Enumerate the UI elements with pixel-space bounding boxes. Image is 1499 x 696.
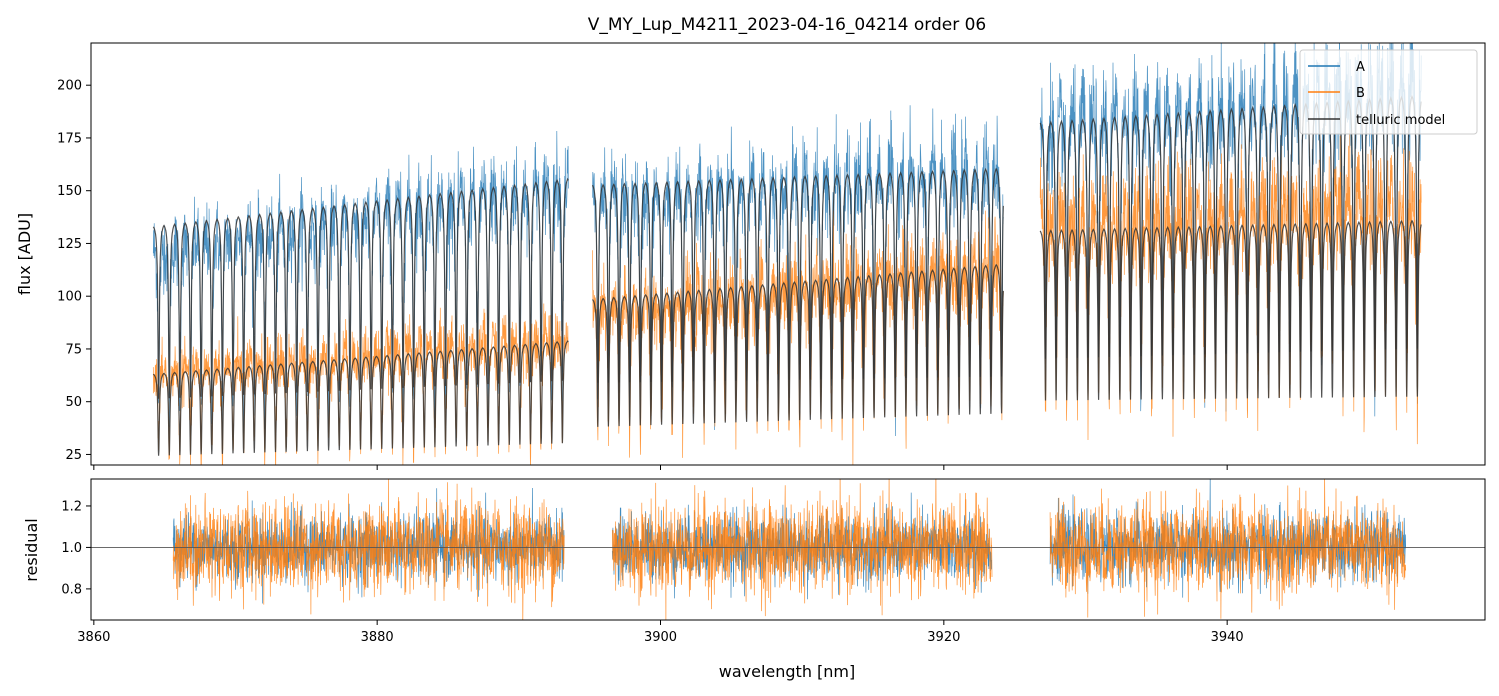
y-tick-label: 1.0 xyxy=(61,541,82,556)
y-tick-label: 125 xyxy=(57,237,82,252)
telluric-model-a-segment-0 xyxy=(152,177,569,399)
y-tick-label: 150 xyxy=(57,184,82,199)
telluric-model-b-segment-2 xyxy=(1039,219,1422,401)
x-tick-label: 3920 xyxy=(927,630,960,645)
flux-panel: 25 50 75 100 125 150 175 200 flux [ADU] A B tel… xyxy=(15,42,1486,470)
x-axis-label: wavelength [nm] xyxy=(719,662,856,681)
x-tick-label: 3880 xyxy=(361,630,394,645)
y-tick-label: 0.8 xyxy=(61,582,82,597)
residual-y-axis-label: residual xyxy=(22,518,41,581)
telluric-model-a-segment-1 xyxy=(591,167,1004,383)
residual-axes-frame xyxy=(90,478,1486,621)
chart-title: V_MY_Lup_M4211_2023-04-16_04214 order 06 xyxy=(588,15,987,35)
residual-b-segment-1 xyxy=(611,479,993,620)
residual-b-segment-0 xyxy=(172,479,565,620)
y-tick-label: 75 xyxy=(65,342,82,357)
x-tick-label: 3900 xyxy=(644,630,677,645)
telluric-model-b-segment-1 xyxy=(592,263,1004,427)
flux-y-axis-label: flux [ADU] xyxy=(15,213,34,295)
legend: A B telluric model xyxy=(1299,49,1478,135)
residual-b-segment-2 xyxy=(1049,479,1407,619)
y-tick-label: 200 xyxy=(57,79,82,94)
legend-label-a: A xyxy=(1356,60,1365,75)
flux-axes-frame xyxy=(90,42,1486,466)
y-tick-label: 175 xyxy=(57,131,82,146)
residual-panel: 0.81.01.2 3860 3880 3900 3920 3940 residual … xyxy=(22,478,1486,681)
y-tick-label: 100 xyxy=(57,290,82,305)
y-tick-label: 1.2 xyxy=(61,499,82,514)
legend-box xyxy=(1299,49,1478,135)
series-b-segment-2 xyxy=(1039,129,1422,445)
x-tick-label: 3940 xyxy=(1211,630,1244,645)
y-tick-label: 25 xyxy=(65,448,82,463)
legend-label-b: B xyxy=(1356,86,1365,101)
y-tick-label: 50 xyxy=(65,395,82,410)
x-tick-label: 3860 xyxy=(77,630,110,645)
legend-label-telluric-model: telluric model xyxy=(1356,113,1445,128)
series-a-segment-0 xyxy=(152,130,569,446)
telluric-model-b-segment-0 xyxy=(152,340,569,456)
